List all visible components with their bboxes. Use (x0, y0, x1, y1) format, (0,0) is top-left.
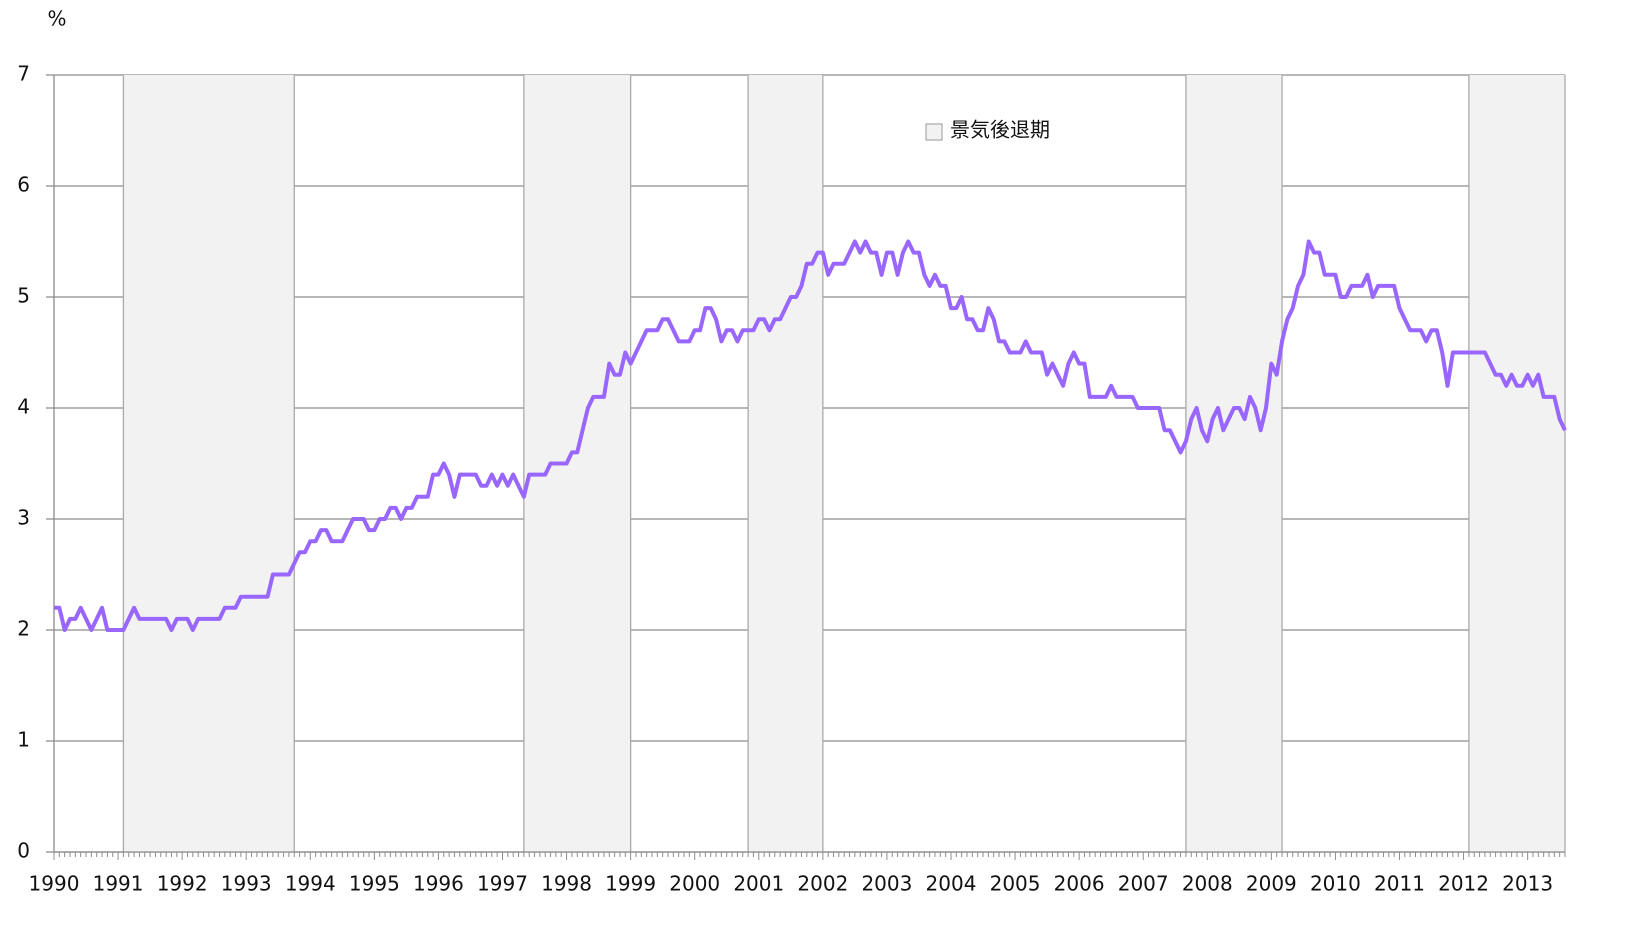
x-tick-label: 2003 (861, 872, 912, 896)
x-tick-label: 2000 (669, 872, 720, 896)
y-tick-label: 6 (17, 173, 30, 197)
x-tick-label: 1990 (29, 872, 80, 896)
recession-band (123, 75, 295, 852)
recession-band (523, 75, 631, 852)
x-tick-label: 1999 (605, 872, 656, 896)
x-tick-label: 2008 (1182, 872, 1233, 896)
x-tick-label: 2013 (1502, 872, 1553, 896)
x-tick-label: 2011 (1374, 872, 1425, 896)
x-tick-label: 1993 (221, 872, 272, 896)
recession-band (1185, 75, 1283, 852)
x-tick-label: 1996 (413, 872, 464, 896)
legend-label: 景気後退期 (950, 118, 1050, 142)
x-tick-label: 1992 (157, 872, 208, 896)
x-tick-label: 1994 (285, 872, 336, 896)
recession-band (748, 75, 823, 852)
x-tick-label: 1998 (541, 872, 592, 896)
x-tick-label: 1995 (349, 872, 400, 896)
y-tick-label: 1 (17, 728, 30, 752)
data-line (54, 239, 1567, 632)
x-tick-label: 1997 (477, 872, 528, 896)
x-tick-label: 1991 (93, 872, 144, 896)
x-tick-label: 2002 (797, 872, 848, 896)
y-tick-label: 4 (17, 395, 30, 419)
y-tick-label: 3 (17, 506, 30, 530)
y-tick-label: 2 (17, 617, 30, 641)
x-tick-label: 2001 (733, 872, 784, 896)
recession-band (1468, 75, 1565, 852)
x-tick-label: 2012 (1438, 872, 1489, 896)
legend-swatch (925, 123, 943, 141)
x-tick-label: 2010 (1310, 872, 1361, 896)
x-tick-label: 2009 (1246, 872, 1297, 896)
y-unit: % (47, 7, 66, 31)
y-tick-label: 5 (17, 284, 30, 308)
x-tick-label: 2007 (1118, 872, 1169, 896)
x-tick-label: 2004 (926, 872, 977, 896)
x-tick-label: 2005 (990, 872, 1041, 896)
y-tick-label: 7 (17, 62, 30, 86)
x-tick-label: 2006 (1054, 872, 1105, 896)
y-tick-label: 0 (17, 839, 30, 863)
